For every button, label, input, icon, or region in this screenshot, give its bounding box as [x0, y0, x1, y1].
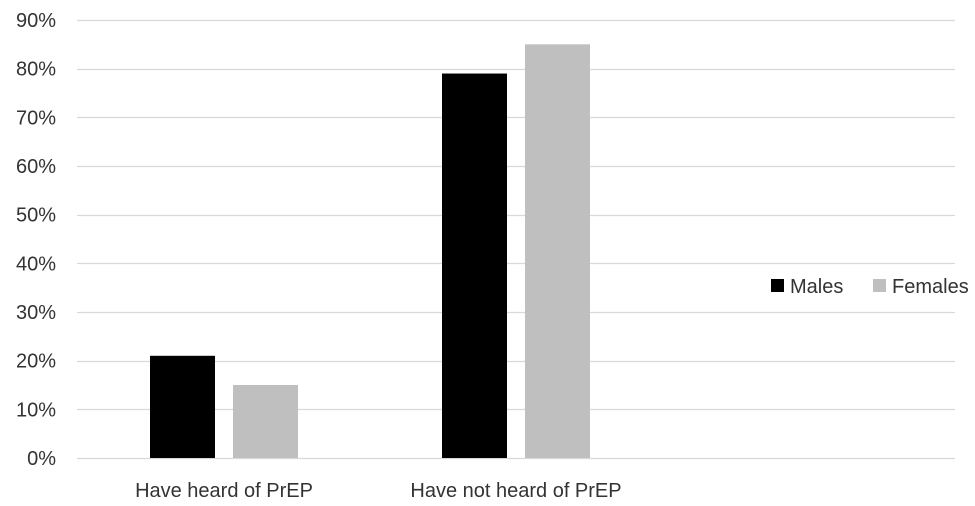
y-tick-label: 60%	[16, 156, 56, 178]
y-tick-label: 50%	[16, 205, 56, 227]
y-axis-tick-labels: 0% 10% 20% 30% 40% 50% 60% 70% 80% 90%	[16, 10, 56, 470]
x-category-label: Have heard of PrEP	[135, 480, 313, 501]
y-tick-label: 0%	[27, 448, 56, 470]
legend: Males Females	[771, 276, 969, 298]
legend-swatch-males	[771, 279, 784, 292]
y-tick-label: 30%	[16, 302, 56, 324]
legend-swatch-females	[873, 279, 886, 292]
y-tick-label: 80%	[16, 59, 56, 81]
y-tick-label: 40%	[16, 253, 56, 275]
bar-males-2	[442, 73, 507, 459]
legend-label-females: Females	[892, 276, 969, 298]
bar-females-1	[233, 385, 298, 458]
x-axis-category-labels: Have heard of PrEP Have not heard of PrEP	[135, 480, 622, 502]
bar-females-2	[525, 44, 590, 458]
legend-label-males: Males	[790, 276, 843, 298]
bars	[150, 44, 590, 459]
y-tick-label: 90%	[16, 10, 56, 32]
gridlines	[77, 19, 955, 460]
x-category-label: Have not heard of PrEP	[410, 480, 621, 501]
y-tick-label: 10%	[16, 399, 56, 421]
bar-males-1	[150, 355, 215, 458]
y-tick-label: 20%	[16, 351, 56, 373]
y-tick-label: 70%	[16, 107, 56, 129]
